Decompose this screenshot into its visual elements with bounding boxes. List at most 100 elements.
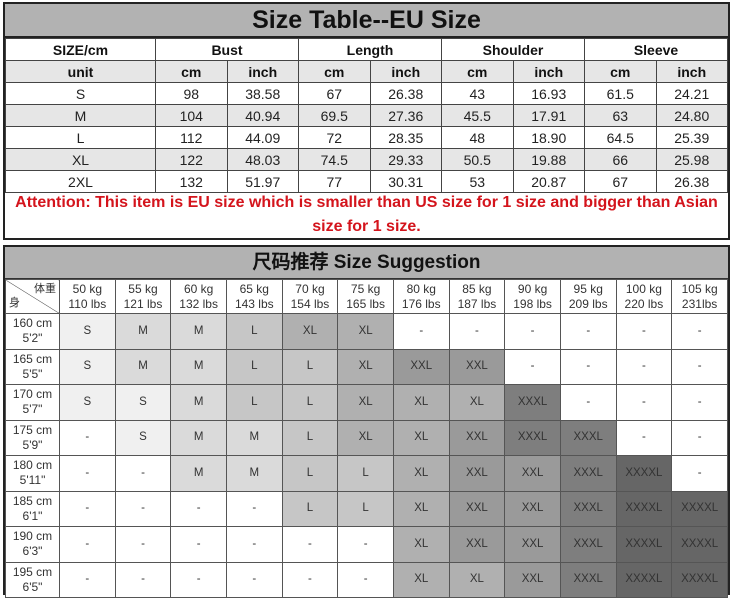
size-label: S <box>5 82 156 105</box>
weight-lbs: 176 lbs <box>401 296 441 311</box>
weight-header: 65 kg 143 lbs <box>225 279 283 314</box>
weight-header: 75 kg 165 lbs <box>337 279 394 314</box>
weight-kg: 75 kg <box>350 281 381 296</box>
weight-lbs: 121 lbs <box>123 296 163 311</box>
size-cell: XXXL <box>559 526 617 563</box>
height-cm: 195 cm <box>12 564 53 579</box>
weight-lbs: 187 lbs <box>457 296 497 311</box>
size-row: 2XL 132 51.97 77 30.31 53 20.87 67 26.38 <box>5 170 728 193</box>
size-cell: XXXXL <box>615 455 673 492</box>
measurement-cell: 25.98 <box>655 148 728 171</box>
size-cell: XXXXL <box>615 561 673 598</box>
measurement-cell: 18.90 <box>512 126 585 149</box>
weight-header: 55 kg 121 lbs <box>114 279 172 314</box>
weight-header-row: 体重身 50 kg 110 lbs 55 kg 121 lbs 60 kg 132 lbs 6… <box>5 279 728 314</box>
size-cell: XXL <box>504 526 561 563</box>
height-cm: 175 cm <box>12 422 53 437</box>
size-cell: - <box>59 490 116 527</box>
unit-row: unit cm inch cm inch cm inch cm inch <box>5 60 728 83</box>
height-row: 170 cm 5'7" S S M L L XL XL XL XXXL - - - <box>5 384 728 421</box>
size-cell: XXXL <box>504 384 561 421</box>
weight-lbs: 132 lbs <box>179 296 218 311</box>
size-cell: XL <box>392 384 450 421</box>
unit-cell: cm <box>584 60 657 83</box>
measurement-cell: 104 <box>155 104 228 127</box>
height-cm: 170 cm <box>12 387 53 402</box>
size-cell: - <box>337 561 394 598</box>
measurement-cell: 26.38 <box>369 82 442 105</box>
weight-kg: 70 kg <box>295 281 325 296</box>
size-cell: M <box>170 348 227 385</box>
measurement-cell: 48 <box>441 126 514 149</box>
height-ft: 6'1" <box>22 508 43 523</box>
size-cell: XL <box>448 384 506 421</box>
measurement-cell: 19.88 <box>512 148 585 171</box>
size-cell: - <box>114 526 172 563</box>
weight-kg: 65 kg <box>239 281 269 296</box>
size-cell: XL <box>337 384 394 421</box>
measurement-cell: 53 <box>441 170 514 193</box>
measurement-cell: 98 <box>155 82 228 105</box>
height-header: 175 cm 5'9" <box>5 419 60 456</box>
size-cell: XL <box>392 455 450 492</box>
weight-header: 85 kg 187 lbs <box>448 279 506 314</box>
eu-size-table: Size Table--EU Size SIZE/cm Bust Length Sho… <box>3 2 730 193</box>
size-cell: XXL <box>392 348 450 385</box>
column-header: Sleeve <box>584 38 728 61</box>
column-header: Length <box>298 38 442 61</box>
weight-header: 50 kg 110 lbs <box>59 279 116 314</box>
measurement-cell: 40.94 <box>226 104 299 127</box>
size-cell: L <box>281 419 339 456</box>
height-header: 180 cm 5'11" <box>5 455 60 492</box>
height-header: 195 cm 6'5" <box>5 561 60 598</box>
size-cell: XL <box>448 561 506 598</box>
size-cell: - <box>114 455 172 492</box>
height-row: 185 cm 6'1" - - - - L L XL XXL XXL XXXL XXXXL XXXXL <box>5 490 728 527</box>
measurement-cell: 77 <box>298 170 371 193</box>
size-cell: XL <box>392 526 450 563</box>
weight-lbs: 231lbs <box>681 296 718 311</box>
size-cell: - <box>392 313 450 350</box>
size-cell: - <box>671 348 728 385</box>
weight-kg: 95 kg <box>573 281 603 296</box>
weight-lbs: 143 lbs <box>234 296 274 311</box>
size-cell: - <box>337 526 394 563</box>
height-header: 165 cm 5'5" <box>5 348 60 385</box>
size-cell: L <box>281 455 339 492</box>
unit-cell: cm <box>155 60 228 83</box>
size-label: M <box>5 104 156 127</box>
size-cell: XXXXL <box>615 490 673 527</box>
size-cell: S <box>59 348 116 385</box>
size-cell: XXL <box>504 561 561 598</box>
size-cell: - <box>281 561 339 598</box>
weight-header: 100 kg 220 lbs <box>615 279 673 314</box>
size-cell: XXXL <box>504 419 561 456</box>
weight-kg: 85 kg <box>462 281 492 296</box>
size-cell: M <box>170 455 227 492</box>
measurement-cell: 38.58 <box>226 82 299 105</box>
size-suggestion-table: 尺码推荐 Size Suggestion 体重身 50 kg 110 lbs 55 k… <box>3 245 730 598</box>
weight-lbs: 110 lbs <box>68 296 107 311</box>
height-ft: 5'9" <box>22 437 43 452</box>
measurement-cell: 29.33 <box>369 148 442 171</box>
unit-cell: cm <box>298 60 371 83</box>
weight-header: 105 kg 231lbs <box>671 279 728 314</box>
weight-kg: 90 kg <box>517 281 548 296</box>
size-cell: - <box>448 313 506 350</box>
measurement-cell: 67 <box>298 82 371 105</box>
size-cell: XXL <box>448 419 506 456</box>
attention-note: Attention: This item is EU size which is… <box>3 190 730 240</box>
size-cell: M <box>114 313 172 350</box>
size-cell: S <box>114 419 172 456</box>
column-header: Bust <box>155 38 299 61</box>
measurement-cell: 61.5 <box>584 82 657 105</box>
size-cell: XL <box>392 419 450 456</box>
header-row: SIZE/cm Bust Length Shoulder Sleeve <box>5 38 728 61</box>
measurement-cell: 24.80 <box>655 104 728 127</box>
size-cell: L <box>281 348 339 385</box>
weight-kg: 50 kg <box>72 281 102 296</box>
size-cell: XL <box>392 490 450 527</box>
size-label: XL <box>5 148 156 171</box>
suggestion-grid: 体重身 50 kg 110 lbs 55 kg 121 lbs 60 kg 132 lbs 6… <box>5 279 728 598</box>
measurement-cell: 63 <box>584 104 657 127</box>
